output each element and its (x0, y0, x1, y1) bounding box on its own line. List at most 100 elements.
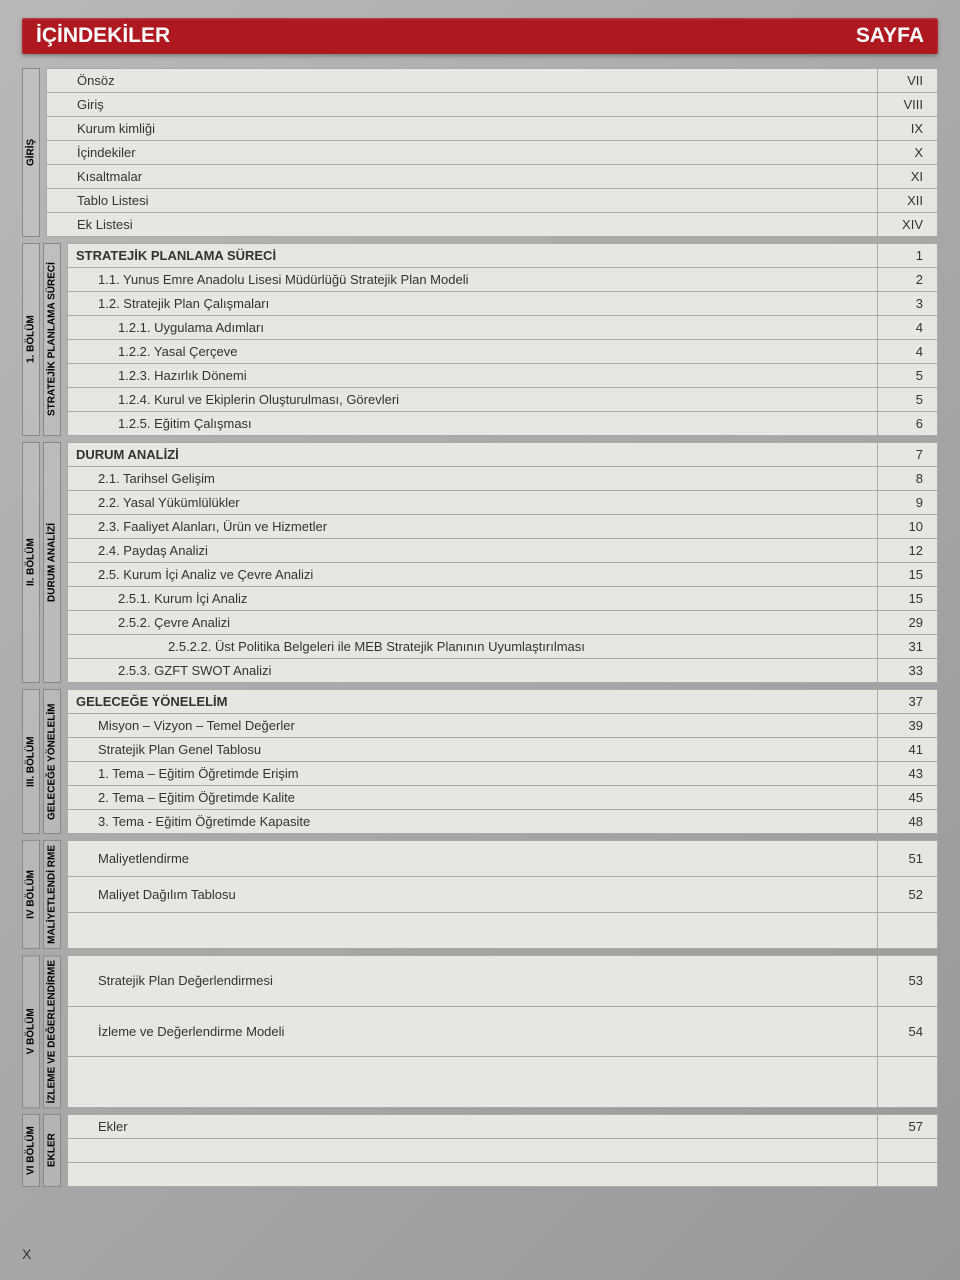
toc-page: 4 (878, 316, 938, 340)
toc-page: 6 (878, 412, 938, 436)
toc-page: 43 (878, 762, 938, 786)
toc-row: İçindekilerX (47, 141, 938, 165)
toc-section: 1. BÖLÜMSTRATEJİK PLANLAMA SÜRECİSTRATEJ… (22, 243, 938, 436)
toc-label: Kısaltmalar (47, 165, 878, 189)
toc-page: XI (878, 165, 938, 189)
toc-page: 52 (878, 876, 938, 912)
toc-page: 8 (878, 467, 938, 491)
toc-section: VI BÖLÜMEKLEREkler57 (22, 1114, 938, 1187)
toc-page: X (878, 141, 938, 165)
toc-row: 2.2. Yasal Yükümlülükler9 (68, 491, 938, 515)
toc-table: Stratejik Plan Değerlendirmesi53İzleme v… (67, 955, 938, 1108)
toc-page: VII (878, 69, 938, 93)
toc-content: GİRİŞ ÖnsözVIIGirişVIIIKurum kimliğiIXİçi… (22, 68, 938, 1187)
toc-row: 3. Tema - Eğitim Öğretimde Kapasite48 (68, 810, 938, 834)
toc-label: Kurum kimliği (47, 117, 878, 141)
toc-section: III. BÖLÜMGELECEĞE YÖNELELİMGELECEĞE YÖN… (22, 689, 938, 834)
toc-row: 2.5.2.2. Üst Politika Belgeleri ile MEB … (68, 635, 938, 659)
toc-row: Kurum kimliğiIX (47, 117, 938, 141)
toc-page: 45 (878, 786, 938, 810)
toc-label (68, 912, 878, 948)
toc-row: GELECEĞE YÖNELELİM37 (68, 690, 938, 714)
section-vertical-label: 1. BÖLÜM (22, 243, 40, 436)
toc-page: XII (878, 189, 938, 213)
toc-label: 2.4. Paydaş Analizi (68, 539, 878, 563)
toc-label: Stratejik Plan Değerlendirmesi (68, 955, 878, 1006)
toc-page: 41 (878, 738, 938, 762)
toc-page: 33 (878, 659, 938, 683)
section-vertical-label: III. BÖLÜM (22, 689, 40, 834)
section-vertical-label: VI BÖLÜM (22, 1114, 40, 1187)
toc-label: Stratejik Plan Genel Tablosu (68, 738, 878, 762)
toc-label: 1. Tema – Eğitim Öğretimde Erişim (68, 762, 878, 786)
toc-label: 2. Tema – Eğitim Öğretimde Kalite (68, 786, 878, 810)
toc-row: 1.2.4. Kurul ve Ekiplerin Oluşturulması,… (68, 388, 938, 412)
toc-page (878, 1057, 938, 1108)
toc-label: Önsöz (47, 69, 878, 93)
section-label-stack: IV BÖLÜMMALİYETLENDİ RME (22, 840, 61, 949)
toc-page: 51 (878, 841, 938, 877)
toc-label: Ekler (68, 1115, 878, 1139)
toc-row: 1.1. Yunus Emre Anadolu Lisesi Müdürlüğü… (68, 268, 938, 292)
toc-row: 1.2.1. Uygulama Adımları4 (68, 316, 938, 340)
toc-page (878, 912, 938, 948)
toc-row: GirişVIII (47, 93, 938, 117)
toc-page: 7 (878, 443, 938, 467)
section-vertical-label: STRATEJİK PLANLAMA SÜRECİ (43, 243, 61, 436)
section-vertical-label: MALİYETLENDİ RME (43, 840, 61, 949)
toc-page: 37 (878, 690, 938, 714)
toc-row (68, 1139, 938, 1163)
toc-row: Stratejik Plan Değerlendirmesi53 (68, 955, 938, 1006)
toc-label: 2.5.2.2. Üst Politika Belgeleri ile MEB … (68, 635, 878, 659)
section-label-stack: GİRİŞ (22, 68, 40, 237)
page-container: İÇİNDEKİLER SAYFA GİRİŞÖnsözVIIGirişVIII… (0, 0, 960, 1280)
toc-label: Tablo Listesi (47, 189, 878, 213)
toc-row: Maliyet Dağılım Tablosu52 (68, 876, 938, 912)
toc-label (68, 1057, 878, 1108)
toc-page: 10 (878, 515, 938, 539)
toc-label: 2.5.3. GZFT SWOT Analizi (68, 659, 878, 683)
toc-row: Misyon – Vizyon – Temel Değerler39 (68, 714, 938, 738)
toc-table: GELECEĞE YÖNELELİM37Misyon – Vizyon – Te… (67, 689, 938, 834)
toc-row: 2.5. Kurum İçi Analiz ve Çevre Analizi15 (68, 563, 938, 587)
toc-label: 1.2.3. Hazırlık Dönemi (68, 364, 878, 388)
toc-page (878, 1163, 938, 1187)
toc-row: 2.5.3. GZFT SWOT Analizi33 (68, 659, 938, 683)
toc-row: 1.2.5. Eğitim Çalışması6 (68, 412, 938, 436)
toc-row: 2.3. Faaliyet Alanları, Ürün ve Hizmetle… (68, 515, 938, 539)
toc-page: 31 (878, 635, 938, 659)
section-vertical-label: V BÖLÜM (22, 955, 40, 1108)
toc-row: 2.1. Tarihsel Gelişim8 (68, 467, 938, 491)
toc-label: Maliyet Dağılım Tablosu (68, 876, 878, 912)
toc-row: 2.5.1. Kurum İçi Analiz15 (68, 587, 938, 611)
section-vertical-label: GELECEĞE YÖNELELİM (43, 689, 61, 834)
section-label-stack: III. BÖLÜMGELECEĞE YÖNELELİM (22, 689, 61, 834)
toc-label: GELECEĞE YÖNELELİM (68, 690, 878, 714)
toc-label: 3. Tema - Eğitim Öğretimde Kapasite (68, 810, 878, 834)
toc-label: STRATEJİK PLANLAMA SÜRECİ (68, 244, 878, 268)
toc-section: II. BÖLÜMDURUM ANALİZİDURUM ANALİZİ72.1.… (22, 442, 938, 683)
toc-label: 2.2. Yasal Yükümlülükler (68, 491, 878, 515)
toc-page: 4 (878, 340, 938, 364)
toc-page: 39 (878, 714, 938, 738)
toc-label: 2.5.1. Kurum İçi Analiz (68, 587, 878, 611)
toc-row: ÖnsözVII (47, 69, 938, 93)
toc-table: DURUM ANALİZİ72.1. Tarihsel Gelişim82.2.… (67, 442, 938, 683)
toc-label: 2.5. Kurum İçi Analiz ve Çevre Analizi (68, 563, 878, 587)
section-vertical-label: GİRİŞ (22, 68, 40, 237)
toc-label: Giriş (47, 93, 878, 117)
toc-label: 2.5.2. Çevre Analizi (68, 611, 878, 635)
toc-label: Maliyetlendirme (68, 841, 878, 877)
toc-page: 48 (878, 810, 938, 834)
toc-page: 15 (878, 587, 938, 611)
toc-section: IV BÖLÜMMALİYETLENDİ RMEMaliyetlendirme5… (22, 840, 938, 949)
toc-page: XIV (878, 213, 938, 237)
section-label-stack: VI BÖLÜMEKLER (22, 1114, 61, 1187)
toc-row: Maliyetlendirme51 (68, 841, 938, 877)
toc-label (68, 1139, 878, 1163)
footer-page-number: X (22, 1246, 31, 1262)
toc-label: Ek Listesi (47, 213, 878, 237)
toc-label: İçindekiler (47, 141, 878, 165)
section-label-stack: V BÖLÜMİZLEME VE DEĞERLENDİRME (22, 955, 61, 1108)
toc-label: 1.2.5. Eğitim Çalışması (68, 412, 878, 436)
